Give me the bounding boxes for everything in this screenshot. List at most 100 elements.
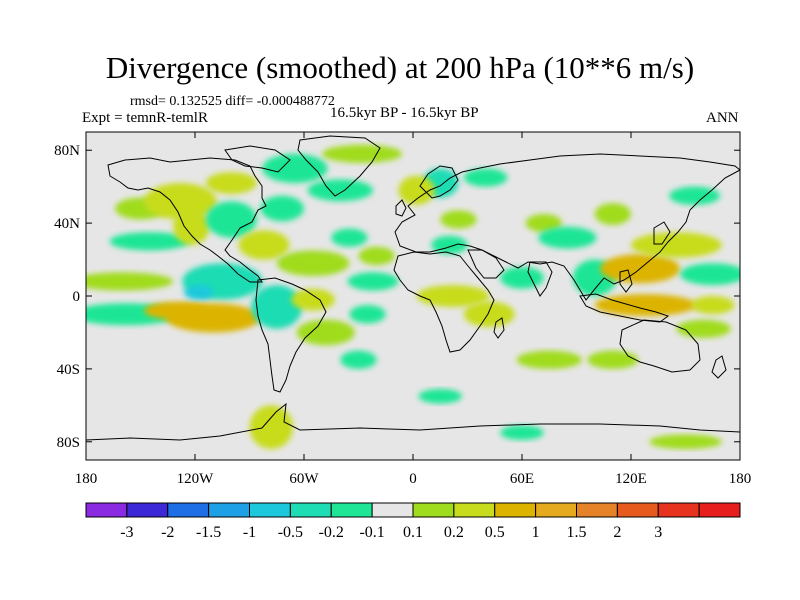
- divergence-anomaly-21: [331, 228, 368, 247]
- colorbar-box: [85, 502, 128, 518]
- divergence-anomaly-36: [516, 350, 582, 369]
- divergence-anomaly-10: [184, 285, 214, 300]
- colorbar-label: -1.5: [196, 524, 221, 541]
- coastline-british-isles: [395, 199, 407, 217]
- colorbar-label: 1.5: [567, 524, 587, 541]
- divergence-anomaly-3: [109, 232, 190, 251]
- coastline-india: [527, 261, 553, 297]
- divergence-anomaly-14: [205, 172, 257, 194]
- colorbar-box: [289, 502, 332, 518]
- divergence-anomaly-11: [238, 230, 290, 260]
- colorbar-label: 1: [532, 524, 540, 541]
- divergence-anomaly-16: [251, 285, 303, 329]
- divergence-anomaly-15: [276, 250, 350, 276]
- coastline-scandinavia: [419, 165, 459, 199]
- divergence-anomaly-50: [649, 434, 722, 450]
- divergence-anomaly-25: [358, 246, 395, 266]
- divergence-anomaly-39: [594, 203, 631, 225]
- lon-tick-label: 60E: [510, 471, 534, 487]
- coastline-africa: [393, 251, 495, 353]
- coastline-eurasia: [394, 153, 740, 301]
- colorbar-box: [657, 502, 700, 518]
- colorbar-label: -3: [120, 524, 133, 541]
- colorbar-box: [453, 502, 496, 518]
- divergence-anomaly-5: [173, 208, 210, 245]
- colorbar-boxes: [85, 502, 741, 518]
- divergence-anomaly-47: [249, 405, 294, 450]
- colorbar-label: -0.2: [319, 524, 344, 541]
- divergence-anomaly-45: [669, 186, 721, 205]
- coastline-north-america: [107, 157, 267, 283]
- colorbar-labels: -3 -2 -1.5 -1 -0.5 -0.2 -0.1 0.1 0.2 0.5 1 1.5 2 3: [120, 524, 662, 541]
- colorbar-box: [698, 502, 741, 518]
- divergence-anomaly-43: [680, 263, 740, 286]
- season-label: ANN: [706, 110, 739, 126]
- divergence-anomaly-46: [690, 296, 735, 315]
- period-label: 16.5kyr BP - 16.5kyr BP: [330, 105, 479, 121]
- divergence-anomaly-24: [340, 350, 377, 369]
- coastline-japan: [653, 221, 671, 245]
- coastline-australia: [619, 319, 701, 373]
- coastline-greenland: [297, 135, 381, 197]
- coastline-new-zealand: [711, 355, 727, 379]
- colorbar-label: 2: [613, 524, 621, 541]
- lon-tick-label: 0: [409, 471, 417, 487]
- lon-tick-label: 180: [75, 471, 98, 487]
- lon-tick-label: 120W: [177, 471, 215, 487]
- colorbar-box: [208, 502, 250, 518]
- colorbar-label: -0.5: [278, 524, 303, 541]
- divergence-anomaly-44: [676, 319, 731, 338]
- divergence-anomaly-41: [594, 294, 697, 317]
- colorbar-box: [167, 502, 210, 518]
- lon-tick-label: 180: [729, 471, 752, 487]
- divergence-anomaly-34: [525, 214, 562, 233]
- coastline-maritime-continent: [579, 293, 670, 323]
- lat-tick-label: 0: [73, 289, 81, 305]
- lat-tick-label: 40S: [57, 362, 80, 378]
- divergence-anomaly-9: [144, 301, 210, 320]
- divergence-anomaly-28: [463, 168, 508, 187]
- divergence-anomaly-18: [296, 319, 355, 346]
- coastline-philippines: [619, 269, 633, 293]
- colorbar-label: 0.2: [444, 524, 464, 541]
- coastlines: [86, 135, 740, 441]
- divergence-anomaly-12: [260, 195, 305, 222]
- coastline-arabia: [467, 249, 505, 279]
- colorbar-box: [330, 502, 373, 518]
- coastline-arctic-islands: [224, 145, 291, 173]
- colorbar-box: [494, 502, 537, 518]
- coastline-madagascar: [493, 317, 505, 339]
- divergence-anomaly-33: [500, 266, 544, 289]
- colorbar-box: [126, 502, 169, 518]
- lon-tick-label: 60W: [289, 471, 319, 487]
- divergence-anomaly-17: [291, 288, 335, 311]
- page-title: Divergence (smoothed) at 200 hPa (10**6 …: [105, 50, 695, 85]
- lat-tick-label: 80N: [54, 143, 80, 159]
- divergence-anomaly-19: [307, 179, 374, 202]
- colorbar-box: [371, 502, 414, 518]
- colorbar-box: [249, 502, 291, 518]
- colorbar-label: 3: [654, 524, 662, 541]
- colorbar-label: -0.1: [359, 524, 384, 541]
- stats-line: rmsd= 0.132525 diff= -0.000488772: [130, 94, 335, 109]
- divergence-anomaly-35: [538, 226, 597, 249]
- divergence-anomaly-13: [262, 153, 328, 184]
- colorbar-label: 0.5: [485, 524, 505, 541]
- divergence-anomaly-0: [86, 272, 174, 291]
- divergence-anomaly-31: [416, 285, 490, 307]
- divergence-anomaly-49: [500, 425, 544, 440]
- colorbar-box: [535, 502, 577, 518]
- divergence-anomaly-23: [349, 305, 386, 324]
- experiment-label: Expt = temnR-temlR: [82, 110, 208, 126]
- coastline-antarctica: [86, 402, 740, 441]
- colorbar-box: [616, 502, 659, 518]
- divergence-anomaly-29: [440, 210, 477, 229]
- divergence-anomaly-20: [322, 144, 403, 163]
- colorbar-label: -1: [243, 524, 256, 541]
- divergence-field: [86, 144, 740, 450]
- divergence-anomaly-6: [205, 201, 257, 238]
- divergence-anomaly-22: [347, 272, 399, 291]
- divergence-anomaly-37: [587, 350, 639, 369]
